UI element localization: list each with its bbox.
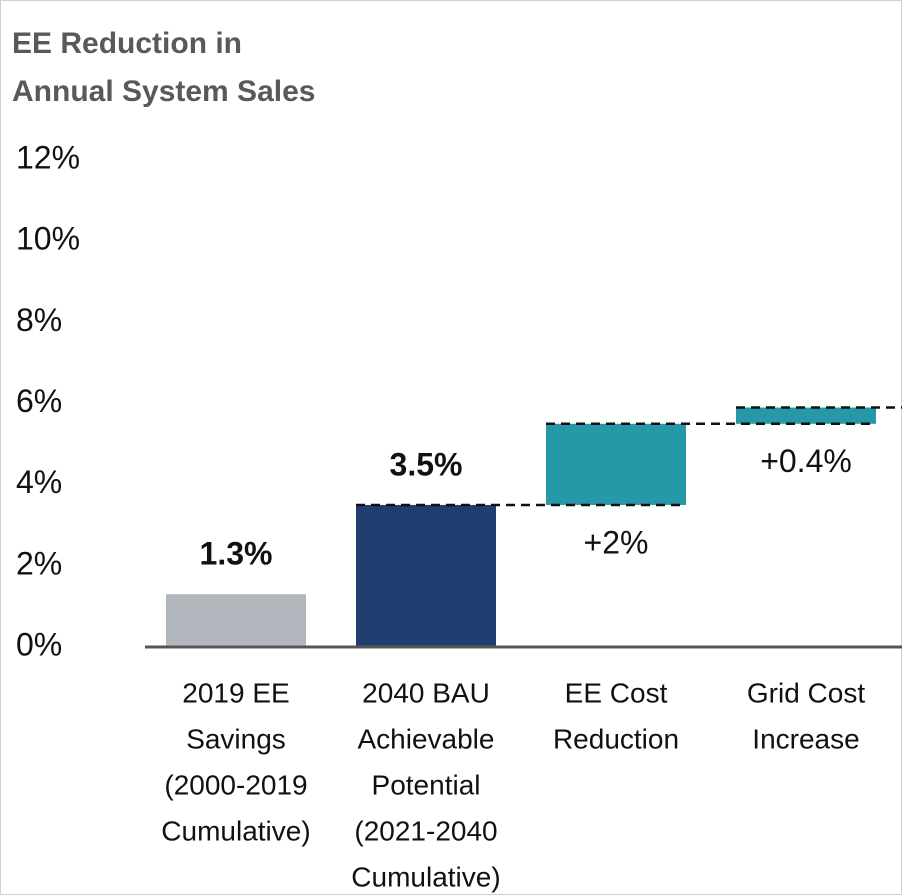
value-label: +0.4% [760, 443, 852, 479]
y-tick-label: 8% [16, 302, 62, 338]
y-tick-label: 6% [16, 383, 62, 419]
bar [736, 407, 876, 424]
x-tick-label: Potential [372, 769, 481, 800]
y-tick-label: 0% [16, 626, 62, 662]
x-tick-label: Cumulative) [161, 815, 310, 846]
x-tick-label: (2000-2019 [164, 769, 307, 800]
x-tick-label: (2021-2040 [354, 815, 497, 846]
x-tick-label: 2040 BAU [362, 677, 490, 708]
x-tick-label: Increase [752, 723, 859, 754]
bar [166, 594, 306, 647]
value-label: 3.5% [390, 446, 463, 482]
x-tick-label: Achievable [358, 723, 495, 754]
y-tick-label: 10% [16, 221, 80, 257]
y-tick-label: 4% [16, 464, 62, 500]
y-tick-label: 2% [16, 545, 62, 581]
x-tick-label: EE Cost [565, 677, 668, 708]
y-axis-title: EE Reduction in [12, 27, 242, 60]
bar [356, 504, 496, 647]
bar [546, 423, 686, 505]
y-tick-label: 12% [16, 139, 80, 175]
y-axis-title: Annual System Sales [12, 75, 315, 108]
value-label: +2% [584, 524, 649, 560]
value-label: 1.3% [200, 536, 273, 572]
x-tick-label: Grid Cost [747, 677, 865, 708]
x-tick-label: Cumulative) [351, 861, 500, 892]
x-tick-label: Savings [186, 723, 286, 754]
x-tick-label: Reduction [553, 723, 679, 754]
x-tick-label: 2019 EE [182, 677, 289, 708]
